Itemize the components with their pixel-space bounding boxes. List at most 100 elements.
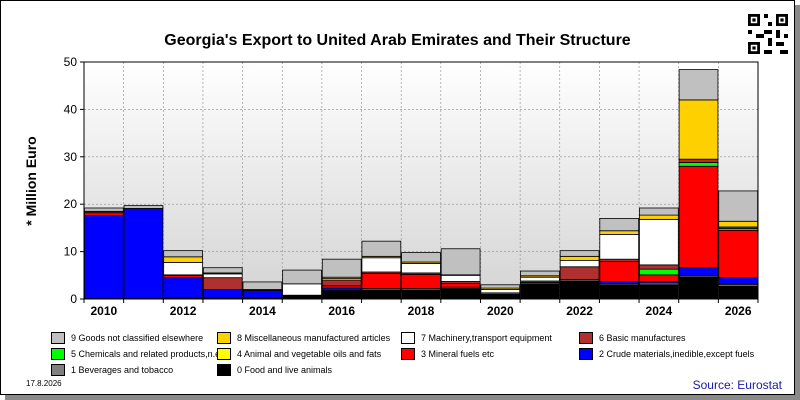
bar-segment (559, 280, 600, 300)
y-tick-label: 30 (64, 150, 78, 164)
bar-segment (401, 263, 441, 274)
legend-label: 1 Beverages and tobacco (71, 365, 174, 375)
legend-item: 5 Chemicals and related products,n.e.s. (51, 348, 230, 360)
bar-segment (163, 256, 203, 263)
bar-segment (321, 279, 362, 287)
legend-label: 0 Food and live animals (237, 365, 333, 375)
bar-segment (520, 283, 560, 300)
x-tick-label: 2010 (90, 304, 117, 318)
legend-item: 3 Mineral fuels etc (401, 348, 494, 360)
legend-item: 6 Basic manufactures (579, 332, 686, 344)
y-tick-label: 50 (64, 55, 78, 69)
legend-item: 1 Beverages and tobacco (51, 364, 173, 376)
bar-segment (639, 207, 679, 216)
bar-segment (361, 240, 402, 257)
bar-segment (361, 289, 402, 300)
bar-segment (718, 229, 759, 279)
bar-segment (678, 158, 719, 163)
bar-segment (202, 267, 243, 274)
bar-segment (559, 266, 600, 280)
bar-segment (83, 207, 124, 212)
y-tick-label: 0 (70, 292, 77, 306)
bar-segment (282, 283, 322, 296)
legend-swatch (217, 348, 231, 360)
y-tick-label: 40 (64, 102, 78, 116)
bar-segment (83, 215, 124, 299)
legend-label: 9 Goods not classified elsewhere (71, 333, 204, 343)
bar-segment (678, 267, 719, 277)
bar-segment (718, 277, 759, 285)
legend-swatch (579, 332, 593, 344)
y-tick-label: 10 (64, 245, 78, 259)
bar-segment (83, 212, 124, 216)
bar-segment (678, 162, 719, 167)
legend-label: 2 Crude materials,inedible,except fuels (599, 349, 755, 359)
legend-label: 7 Machinery,transport equipment (421, 333, 552, 343)
bar-segment (599, 234, 640, 260)
bar-segment (599, 218, 640, 232)
date-stamp: 17.8.2026 (26, 379, 62, 388)
bar-segment (599, 284, 640, 300)
y-tick-label: 20 (64, 197, 78, 211)
legend-item: 2 Crude materials,inedible,except fuels (579, 348, 754, 360)
bar-segment (718, 220, 759, 228)
bar-segment (639, 218, 679, 266)
bar-segment (282, 269, 322, 285)
bar-segment (321, 291, 362, 300)
x-tick-label: 2018 (408, 304, 435, 318)
chart-plot: 0 10 20 30 40 50 2010 2012 2014 2016 2018 2020 2022 2… (64, 55, 759, 318)
bar-segment (242, 290, 283, 298)
bar-segment (678, 99, 719, 160)
bar-segment (163, 250, 203, 258)
bar-segment (440, 274, 481, 282)
bar-segment (559, 250, 600, 257)
x-tick-label: 2026 (725, 304, 752, 318)
legend-swatch (217, 332, 231, 344)
chart-title: Georgia's Export to United Arab Emirates… (164, 32, 631, 49)
legend-label: 4 Animal and vegetable oils and fats (237, 349, 382, 359)
x-tick-label: 2012 (170, 304, 197, 318)
legend-label: 8 Miscellaneous manufactured articles (237, 333, 391, 343)
bar-segment (202, 273, 243, 279)
x-tick-label: 2020 (487, 304, 514, 318)
bar-segment (440, 282, 481, 288)
legend-swatch (401, 332, 415, 344)
legend-item: 9 Goods not classified elsewhere (51, 332, 203, 344)
bar-segment (361, 257, 402, 273)
bar-segment (678, 165, 719, 269)
legend-swatch (51, 348, 65, 360)
legend-item: 7 Machinery,transport equipment (401, 332, 552, 344)
legend-swatch (217, 364, 231, 376)
bar-segment (480, 284, 521, 289)
bar-segment (401, 252, 441, 263)
bar-segment (202, 289, 243, 299)
bar-segment (321, 258, 362, 278)
bar-segment (639, 268, 679, 276)
bar-segment (401, 289, 441, 300)
plot-border (83, 61, 759, 300)
legend-label: 5 Chemicals and related products,n.e.s. (71, 349, 230, 359)
legend-swatch (579, 348, 593, 360)
legend-swatch (401, 348, 415, 360)
bar-segment (678, 276, 719, 300)
bar-segment (559, 260, 600, 268)
bar-segment (480, 289, 521, 294)
bar-segment (123, 205, 164, 209)
legend-item: 8 Miscellaneous manufactured articles (217, 332, 390, 344)
bar-segment (639, 284, 679, 300)
bar-segment (639, 274, 679, 282)
bar-segment (639, 264, 679, 270)
bar-segment (718, 190, 759, 222)
bar-segment (718, 285, 759, 300)
x-tick-label: 2022 (566, 304, 593, 318)
bar-segment (202, 277, 243, 290)
bar-segment (559, 255, 600, 262)
bar-segment (639, 214, 679, 220)
bar-segment (480, 293, 521, 300)
legend-item: 0 Food and live animals (217, 364, 332, 376)
legend-label: 6 Basic manufactures (599, 333, 686, 343)
bar-segment (599, 230, 640, 235)
bar-segment (440, 288, 481, 300)
bar-segment (520, 270, 560, 277)
